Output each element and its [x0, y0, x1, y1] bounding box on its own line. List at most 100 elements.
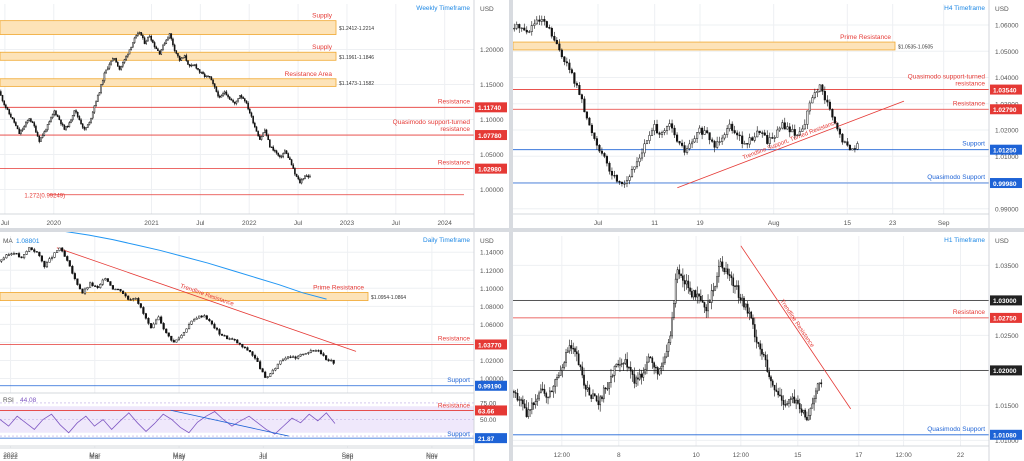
candle-body	[66, 125, 69, 128]
candle-body	[771, 380, 774, 386]
candle-body	[109, 281, 112, 286]
candle-body	[789, 398, 792, 400]
candle-body	[48, 121, 51, 125]
candle-body	[81, 123, 84, 128]
candle-body	[45, 129, 47, 132]
candle-body	[96, 94, 99, 102]
candle-body	[43, 131, 46, 136]
candle-body	[68, 260, 71, 267]
candle-body	[753, 136, 756, 141]
candle-body	[513, 391, 515, 393]
daily-chart-panel[interactable]: $1.0954-1.0864 Prime Resistance Resistance…	[0, 232, 509, 461]
candle-body	[711, 139, 714, 142]
candle-body	[718, 141, 721, 143]
candle-body	[231, 338, 234, 340]
candle-body	[309, 350, 312, 353]
candle-body	[94, 285, 97, 287]
candle-body	[525, 29, 528, 33]
candle-body	[227, 94, 229, 98]
candle-body	[157, 316, 160, 321]
candle-body	[706, 130, 709, 133]
candle-body	[13, 118, 15, 123]
candle-body	[200, 315, 203, 318]
candle-body	[0, 91, 2, 96]
candle-body	[691, 141, 694, 145]
daily-chart[interactable]: $1.0954-1.0864 Prime Resistance Resistance…	[0, 232, 509, 461]
candle-body	[137, 32, 139, 36]
candle-body	[272, 146, 274, 151]
candle-body	[816, 91, 819, 93]
candle-body	[230, 99, 233, 101]
x-tick-label: 10	[692, 452, 700, 459]
weekly-chart[interactable]: $1.2412-1.2214 Supply $1.1961-1.1846 Supply…	[0, 0, 509, 228]
candle-body	[307, 175, 310, 178]
candle-body	[545, 393, 548, 398]
candle-body	[129, 299, 132, 301]
price-tag-value: 1.03000	[993, 298, 1017, 305]
h4-chart[interactable]: $1.0535-1.0505 Prime Resistance Quasimodo …	[513, 0, 1024, 228]
candle-body	[550, 27, 553, 37]
candle-body	[770, 376, 772, 382]
candle-body	[623, 183, 626, 185]
candle-body	[638, 373, 641, 380]
candle-body	[170, 33, 173, 40]
candle-body	[624, 359, 627, 364]
candle-body	[202, 71, 204, 75]
candle-body	[673, 303, 675, 318]
candle-body	[250, 112, 253, 117]
candle-body	[297, 176, 300, 180]
candle-body	[568, 62, 571, 70]
candle-body	[253, 355, 257, 359]
y-tick-label: 1.02500	[995, 333, 1019, 340]
candle-body	[262, 132, 264, 137]
candle-body	[768, 371, 771, 378]
y-tick-label: 1.01500	[995, 403, 1019, 410]
y-tick-label: 1.10000	[480, 286, 504, 293]
candle-body	[167, 332, 170, 337]
candle-body	[163, 43, 166, 46]
h1-chart[interactable]: 1.03000 Resistance 1.02750 1.02000 Quasimodo…	[513, 232, 1024, 461]
candle-body	[628, 176, 631, 181]
price-tag-value: 0.99190	[478, 384, 502, 391]
candle-body	[560, 49, 563, 58]
trendline-trendline-support-turned-resistance	[677, 100, 905, 189]
candle-body	[595, 138, 598, 146]
candle-body	[220, 334, 224, 336]
candle-body	[766, 135, 769, 144]
candle-body	[759, 343, 762, 350]
candle-body	[113, 58, 116, 60]
candle-body	[267, 135, 269, 141]
candle-body	[598, 145, 601, 152]
candle-body	[838, 128, 841, 135]
candle-body	[110, 60, 112, 65]
h1-chart-panel[interactable]: 1.03000 Resistance 1.02750 1.02000 Quasimodo…	[513, 232, 1024, 461]
candle-body	[743, 143, 746, 145]
h4-chart-panel[interactable]: $1.0535-1.0505 Prime Resistance Quasimodo …	[513, 0, 1024, 228]
candle-body	[846, 141, 849, 146]
candle-body	[522, 399, 524, 405]
candle-body	[663, 130, 666, 133]
candle-body	[240, 95, 243, 98]
candle-body	[319, 350, 323, 354]
candle-body	[703, 130, 706, 135]
candle-body	[177, 53, 179, 57]
candle-body	[213, 323, 216, 329]
candle-body	[601, 396, 603, 400]
candle-body	[125, 55, 127, 60]
candle-body	[15, 122, 17, 126]
candle-body	[608, 382, 611, 389]
weekly-chart-panel[interactable]: $1.2412-1.2214 Supply $1.1961-1.1846 Supply…	[0, 0, 509, 228]
candle-body	[691, 291, 693, 298]
x-tick-label: 12:00	[554, 452, 571, 459]
candle-body	[238, 95, 241, 99]
rsi-value: 44.08	[20, 397, 37, 404]
candle-body	[568, 345, 571, 352]
candle-body	[700, 295, 702, 301]
candle-body	[200, 71, 203, 74]
candle-body	[664, 356, 666, 364]
candle-body	[101, 80, 104, 85]
candle-body	[563, 362, 566, 368]
candle-body	[734, 285, 736, 287]
candle-body	[167, 37, 169, 41]
candle-body	[809, 407, 812, 416]
